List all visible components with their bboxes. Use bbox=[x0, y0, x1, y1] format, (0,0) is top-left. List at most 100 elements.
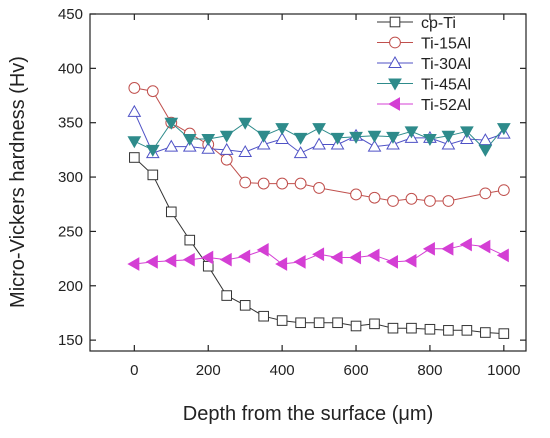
data-point bbox=[238, 145, 253, 158]
data-point bbox=[164, 117, 179, 130]
data-point bbox=[293, 146, 308, 159]
data-point bbox=[441, 130, 456, 143]
data-point bbox=[276, 177, 289, 190]
data-point bbox=[443, 325, 454, 336]
data-point bbox=[496, 123, 511, 136]
y-tick-label: 200 bbox=[58, 278, 83, 295]
data-point bbox=[313, 317, 325, 329]
data-point bbox=[479, 187, 492, 200]
data-point bbox=[459, 237, 472, 252]
y-tick-label: 150 bbox=[58, 332, 83, 349]
data-point bbox=[422, 241, 435, 256]
data-point bbox=[275, 132, 289, 145]
data-point bbox=[461, 325, 473, 336]
data-point bbox=[238, 249, 251, 264]
data-point bbox=[256, 243, 269, 257]
legend-label: Ti-45Al bbox=[421, 77, 471, 94]
data-point bbox=[257, 177, 270, 190]
data-point bbox=[480, 327, 491, 338]
data-point bbox=[295, 317, 306, 329]
data-point bbox=[350, 320, 362, 332]
legend-label: Ti-52Al bbox=[421, 97, 471, 114]
data-point bbox=[127, 104, 142, 117]
data-point bbox=[275, 123, 289, 136]
legend-label: Ti-30Al bbox=[421, 56, 471, 73]
data-point bbox=[147, 169, 159, 181]
x-tick-label: 1000 bbox=[487, 362, 520, 379]
series-cp-ti bbox=[129, 152, 510, 339]
data-point bbox=[478, 144, 493, 157]
x-tick-label: 400 bbox=[270, 362, 295, 379]
data-point bbox=[404, 253, 417, 268]
data-point bbox=[406, 322, 417, 334]
data-point bbox=[478, 239, 491, 254]
data-point bbox=[145, 254, 158, 269]
data-point bbox=[405, 192, 418, 205]
data-point bbox=[293, 132, 308, 145]
data-point bbox=[220, 153, 233, 166]
data-point bbox=[367, 130, 382, 143]
series-ti-52al bbox=[127, 237, 509, 271]
data-point bbox=[387, 97, 400, 111]
data-point bbox=[389, 16, 401, 28]
axes-layer: 0 200 400 600 800 1000 150 200 250 300 350 400 450 bbox=[58, 6, 526, 379]
data-point bbox=[369, 318, 380, 330]
data-point bbox=[128, 82, 141, 94]
data-point bbox=[388, 78, 402, 91]
data-point bbox=[496, 248, 509, 263]
series-ti-45al bbox=[127, 117, 511, 157]
data-point bbox=[184, 234, 196, 246]
data-point bbox=[276, 315, 288, 326]
data-point bbox=[497, 184, 510, 197]
data-point bbox=[219, 130, 234, 143]
data-point bbox=[182, 252, 195, 267]
data-point bbox=[312, 137, 326, 150]
x-tick-label: 600 bbox=[344, 362, 369, 379]
data-point bbox=[312, 247, 325, 262]
data-point bbox=[256, 137, 271, 150]
data-point bbox=[367, 139, 382, 152]
data-point bbox=[424, 195, 436, 207]
data-point bbox=[294, 177, 307, 190]
data-point bbox=[201, 141, 216, 154]
data-point bbox=[146, 85, 159, 98]
y-axis-label: Micro-Vickers hardness (Hv) bbox=[7, 56, 29, 308]
data-point bbox=[221, 290, 233, 301]
data-point bbox=[498, 328, 510, 339]
data-point bbox=[385, 254, 398, 269]
legend-item: Ti-52Al bbox=[377, 97, 471, 114]
x-tick-label: 0 bbox=[130, 362, 138, 379]
y-tick-label: 300 bbox=[58, 169, 83, 186]
legend-label: Ti-15Al bbox=[421, 36, 471, 53]
data-point bbox=[201, 134, 216, 147]
data-point bbox=[388, 55, 402, 68]
data-point bbox=[442, 195, 455, 207]
y-tick-label: 350 bbox=[58, 115, 83, 132]
legend-label: cp-Ti bbox=[421, 15, 456, 32]
legend-item: Ti-45Al bbox=[377, 77, 471, 94]
data-point bbox=[367, 248, 380, 263]
legend-item: Ti-15Al bbox=[377, 36, 471, 53]
data-point bbox=[129, 152, 140, 163]
data-point bbox=[441, 137, 456, 150]
data-point bbox=[145, 144, 160, 157]
data-point bbox=[350, 188, 362, 201]
y-tick-label: 250 bbox=[58, 223, 83, 240]
data-point bbox=[330, 250, 343, 265]
data-point bbox=[404, 126, 419, 139]
data-point bbox=[293, 254, 306, 269]
data-point bbox=[349, 131, 363, 144]
legend: cp-Ti Ti-15Al Ti-30Al Ti-45Al Ti-52Al bbox=[377, 15, 471, 114]
data-point bbox=[332, 317, 343, 329]
data-point bbox=[239, 300, 251, 311]
data-point bbox=[387, 322, 399, 334]
data-point bbox=[201, 250, 214, 265]
y-tick-label: 450 bbox=[58, 6, 83, 23]
data-point bbox=[275, 257, 288, 271]
data-point bbox=[258, 310, 269, 322]
data-point bbox=[387, 195, 399, 207]
x-tick-label: 800 bbox=[417, 362, 442, 379]
data-point bbox=[127, 136, 142, 149]
